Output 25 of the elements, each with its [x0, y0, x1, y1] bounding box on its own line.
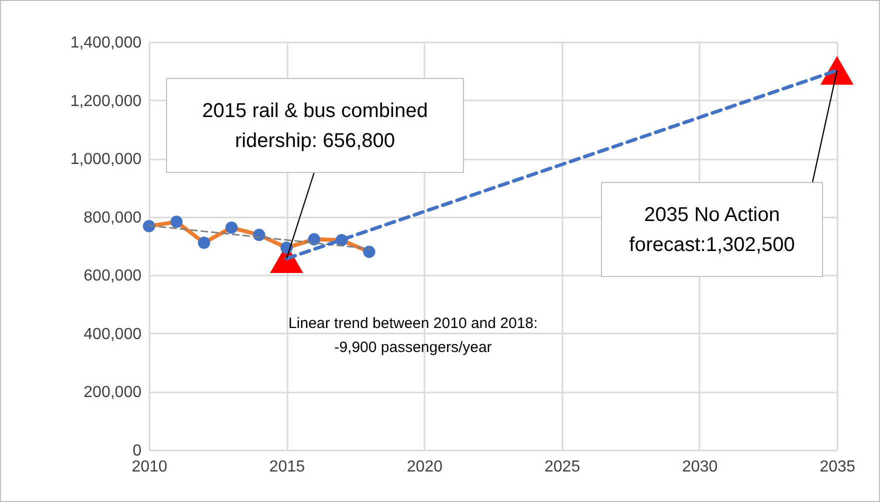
point — [225, 222, 238, 234]
y-tick-label: 1,000,000 — [70, 151, 142, 168]
point — [170, 216, 183, 228]
x-tick-label: 2035 — [820, 458, 856, 476]
point — [198, 236, 210, 249]
point — [363, 246, 376, 258]
point — [142, 220, 156, 232]
y-tick-label: 1,200,000 — [70, 92, 142, 110]
point — [308, 233, 320, 246]
y-tick-label: 800,000 — [84, 209, 142, 226]
annotation: Linear trend between 2010 and 2018: -9,900 passengers/year — [288, 315, 538, 356]
x-tick-label: 2020 — [406, 458, 443, 476]
y-tick-label: 400,000 — [84, 326, 142, 343]
y-tick-label: 0 — [132, 442, 142, 460]
x-tick-label: 2025 — [544, 458, 580, 476]
callout-box: 2015 rail & bus combined ridership: 656,800 — [166, 78, 464, 173]
y-tick-label: 600,000 — [84, 268, 142, 285]
y-tick-label: 200,000 — [84, 384, 142, 402]
annotation: 2015 rail & bus combined ridership: 656,800 — [201, 98, 429, 154]
x-tick-label: 2030 — [682, 458, 718, 476]
x-tick-label: 2010 — [132, 458, 168, 476]
annotation: 2035 No Action forecast:1,302,500 — [628, 202, 796, 258]
y-tick-label: 1,400,000 — [70, 34, 142, 52]
callout-box: 2035 No Action forecast:1,302,500 — [601, 182, 823, 277]
x-tick-label: 2015 — [269, 458, 305, 476]
